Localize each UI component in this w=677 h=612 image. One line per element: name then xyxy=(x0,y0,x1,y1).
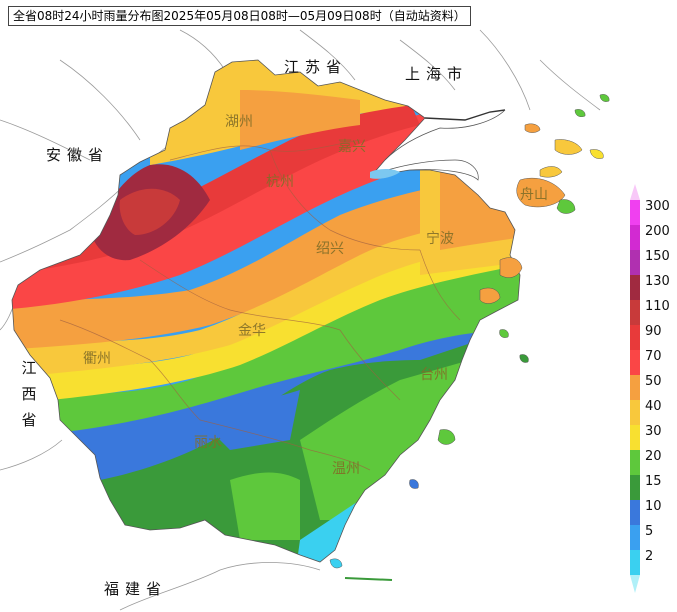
legend-label: 15 xyxy=(645,474,662,489)
legend-label: 40 xyxy=(645,399,662,414)
legend-label: 20 xyxy=(645,449,662,464)
legend-label: 5 xyxy=(645,524,654,539)
province-label-anhui: 安徽省 xyxy=(46,146,110,164)
hangzhou-bay xyxy=(371,159,479,181)
legend-swatch xyxy=(630,525,640,550)
shanghai-coast-2 xyxy=(384,109,506,161)
prefecture-boundaries xyxy=(59,139,461,471)
city-label-ningbo: 宁波 xyxy=(426,231,454,247)
legend-label: 50 xyxy=(645,374,662,389)
legend-label: 2 xyxy=(645,549,654,564)
legend-top-arrow xyxy=(630,184,640,200)
legend-label: 300 xyxy=(645,199,670,214)
city-label-quzhou: 衢州 xyxy=(83,351,111,367)
legend-label: 200 xyxy=(645,224,670,239)
city-label-lishui: 丽水 xyxy=(194,435,222,451)
legend-label: 70 xyxy=(645,349,662,364)
legend-label: 150 xyxy=(645,249,670,264)
offshore-islands xyxy=(329,94,610,581)
province-label-shanghai: 上海市 xyxy=(405,65,469,83)
legend-label: 130 xyxy=(645,274,670,289)
legend-label: 90 xyxy=(645,324,662,339)
province-label-jiangxi: 江西省 xyxy=(21,359,37,429)
legend-label: 110 xyxy=(645,299,670,314)
legend xyxy=(630,184,640,593)
legend-swatch xyxy=(630,200,640,225)
legend-swatch xyxy=(630,425,640,450)
legend-swatch xyxy=(630,250,640,275)
city-label-huzhou: 湖州 xyxy=(225,114,253,130)
legend-swatch xyxy=(630,225,640,250)
legend-swatch xyxy=(630,500,640,525)
city-label-jinhua: 金华 xyxy=(238,323,266,339)
legend-swatch xyxy=(630,275,640,300)
legend-swatch xyxy=(630,450,640,475)
city-label-jiaxing: 嘉兴 xyxy=(338,139,366,155)
shanghai-coast xyxy=(424,109,506,121)
city-label-hangzhou: 杭州 xyxy=(266,174,294,190)
legend-swatch xyxy=(630,350,640,375)
province-label-jiangsu: 江苏省 xyxy=(284,58,348,76)
city-label-taizhou: 台州 xyxy=(420,367,448,383)
city-label-shaoxing: 绍兴 xyxy=(316,241,344,257)
legend-swatch xyxy=(630,400,640,425)
legend-swatch xyxy=(630,325,640,350)
map-title: 全省08时24小时雨量分布图2025年05月08日08时—05月09日08时（自… xyxy=(8,6,471,26)
legend-swatch xyxy=(630,375,640,400)
city-label-wenzhou: 温州 xyxy=(332,461,360,477)
legend-swatch xyxy=(630,550,640,575)
province-label-fujian: 福建省 xyxy=(104,580,168,598)
legend-swatch xyxy=(630,475,640,500)
legend-swatch xyxy=(630,300,640,325)
legend-bottom-arrow xyxy=(630,575,640,593)
legend-label: 10 xyxy=(645,499,662,514)
qiantang-estuary xyxy=(370,169,400,179)
city-label-zhoushan: 舟山 xyxy=(520,187,548,203)
legend-label: 30 xyxy=(645,424,662,439)
